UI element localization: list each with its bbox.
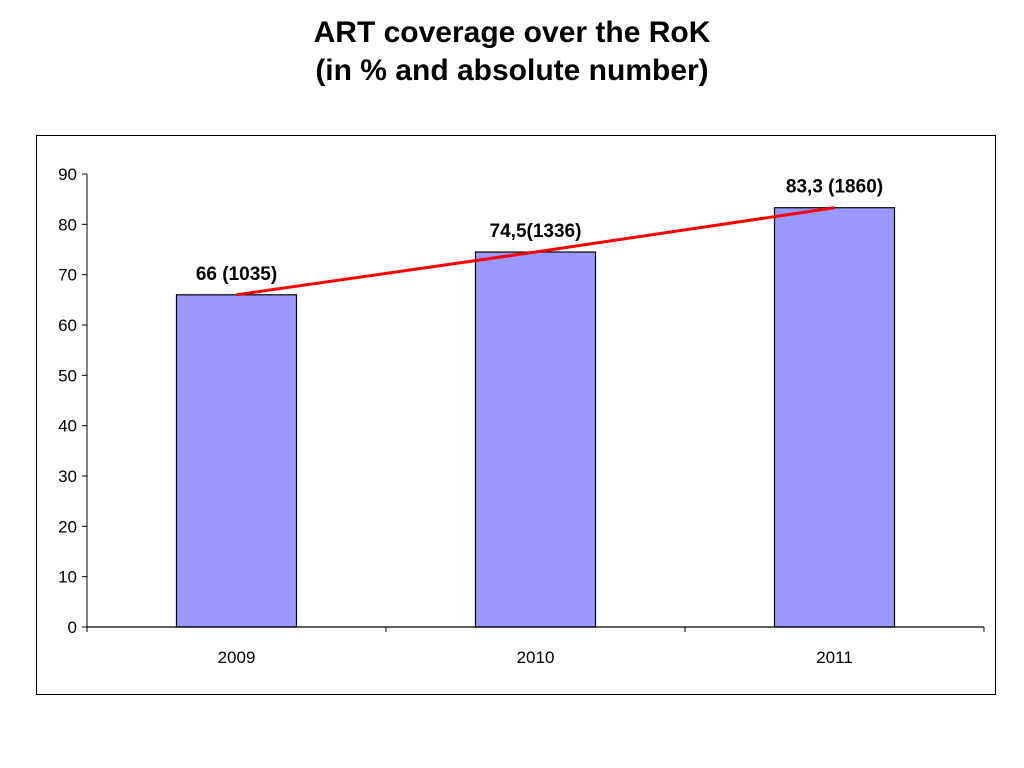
title-line-1: ART coverage over the RoK	[313, 16, 711, 49]
title-line-2: (in % and absolute number)	[315, 54, 709, 87]
y-tick-label: 90	[58, 165, 77, 184]
y-tick-label: 80	[58, 215, 77, 234]
y-tick-label: 70	[58, 266, 77, 285]
data-label: 83,3 (1860)	[786, 177, 883, 198]
bar	[474, 251, 597, 628]
chart-frame: 0 10 20 30 40 50 60 70 80 90 2009 2010 2011 66 (1035)…	[36, 135, 996, 695]
y-tick-label: 40	[58, 417, 77, 436]
bar	[175, 294, 298, 628]
x-tick-label: 2009	[218, 648, 256, 667]
y-tick-label: 10	[58, 568, 77, 587]
data-label: 74,5(1336)	[490, 221, 582, 242]
y-tick-label: 20	[58, 517, 77, 536]
y-tick-label: 30	[58, 467, 77, 486]
y-tick-label: 50	[58, 366, 77, 385]
y-tick-label: 0	[68, 618, 77, 637]
data-label: 66 (1035)	[196, 264, 277, 285]
bar	[773, 207, 896, 628]
bar-chart: 0 10 20 30 40 50 60 70 80 90 2009 2010 2011 66 (1035)…	[58, 165, 985, 667]
chart-title: ART coverage over the RoK (in % and abso…	[0, 14, 1024, 90]
x-tick-label: 2010	[517, 648, 555, 667]
y-tick-label: 60	[58, 316, 77, 335]
trend-line	[236, 206, 835, 297]
x-tick-label: 2011	[816, 648, 853, 667]
